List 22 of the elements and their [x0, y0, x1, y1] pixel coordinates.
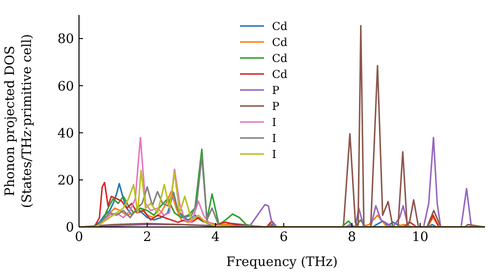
x-tick-label: 2	[143, 230, 152, 246]
legend-label: I	[272, 148, 276, 160]
y-tick-label: 80	[57, 32, 74, 48]
legend-label: I	[272, 132, 276, 144]
x-tick-label: 10	[412, 230, 428, 246]
y-tick-label: 40	[57, 126, 74, 142]
x-tick-label: 6	[280, 230, 288, 246]
x-tick-label: 8	[348, 230, 356, 246]
legend-label: P	[272, 84, 280, 96]
y-axis-title: Phonon projected DOS (States/THz·primitive cell)	[3, 34, 35, 208]
x-axis-title: Frequency (THz)	[226, 255, 338, 270]
y-tick-label: 20	[57, 174, 74, 189]
legend-label: P	[272, 100, 280, 112]
legend-label: Cd	[272, 36, 288, 48]
y-tick-label: 0	[66, 220, 74, 236]
y-tick-label: 60	[57, 79, 74, 94]
x-tick-label: 4	[211, 230, 220, 246]
x-tick-label: 0	[74, 230, 84, 246]
legend-label: Cd	[272, 52, 288, 64]
legend-label: Cd	[272, 68, 288, 80]
legend-label: Cd	[272, 20, 288, 32]
legend-label: I	[272, 116, 276, 128]
